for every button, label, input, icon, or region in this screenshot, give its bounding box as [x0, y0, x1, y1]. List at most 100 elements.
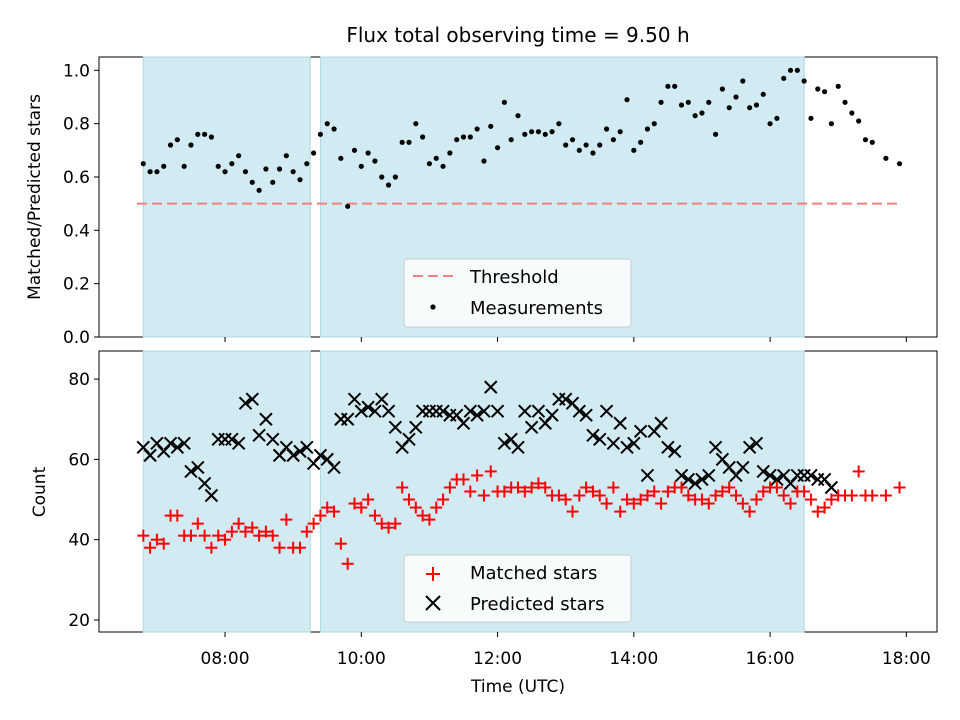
measurement-point	[542, 131, 548, 137]
y-tick-label: 0.0	[63, 328, 90, 348]
matched-point	[368, 509, 381, 522]
predicted-point	[613, 416, 627, 430]
measurement-point	[413, 121, 419, 127]
measurement-point	[454, 137, 460, 143]
y-tick-label: 60	[68, 450, 90, 470]
measurement-point	[529, 129, 535, 135]
y-tick-label: 80	[68, 370, 90, 390]
matched-point	[750, 493, 763, 506]
measurement-point	[345, 203, 351, 209]
predicted-point	[347, 392, 362, 406]
measurement-point	[317, 131, 324, 137]
predicted-point	[654, 416, 668, 430]
matched-point	[273, 541, 286, 554]
measurement-point	[420, 134, 426, 140]
predicted-point	[524, 420, 539, 434]
matched-point	[723, 481, 736, 494]
measurement-point	[631, 147, 637, 153]
predicted-point	[381, 404, 396, 418]
measurement-point	[406, 139, 412, 145]
matched-point	[566, 505, 579, 518]
matched-point	[709, 489, 722, 502]
predicted-point	[197, 476, 212, 491]
matched-point	[321, 501, 334, 514]
measurement-point	[856, 118, 862, 124]
y-tick-label: 40	[68, 531, 90, 551]
predicted-point	[599, 404, 614, 418]
measurement-point	[835, 83, 841, 89]
matched-point	[607, 481, 620, 494]
measurement-point	[699, 110, 705, 116]
measurement-point	[494, 145, 501, 151]
measurement-point	[624, 97, 630, 103]
predicted-point	[606, 436, 621, 451]
matched-point	[614, 505, 627, 518]
matched-point	[716, 485, 729, 498]
matched-point	[730, 489, 743, 502]
matched-point	[232, 517, 245, 530]
measurement-point	[672, 83, 678, 89]
observing-window-1	[142, 56, 311, 338]
matched-point	[416, 509, 429, 522]
measurement-point	[760, 91, 766, 97]
measurement-point	[556, 121, 562, 127]
measurement-point	[685, 99, 691, 105]
predicted-point	[293, 444, 307, 459]
x-tick-label: 16:00	[746, 649, 795, 669]
measurement-point	[460, 134, 467, 140]
predicted-point	[640, 468, 655, 483]
matched-point	[239, 525, 252, 538]
legend-threshold-label: Threshold	[469, 267, 559, 288]
matched-point	[702, 497, 715, 510]
measurement-point	[726, 105, 732, 111]
predicted-point	[708, 440, 723, 455]
predicted-point	[688, 476, 702, 491]
predicted-point	[763, 468, 777, 483]
matched-point	[484, 465, 497, 478]
legend-matched-swatch	[426, 567, 440, 581]
matched-point	[512, 481, 524, 494]
measurement-point	[665, 83, 671, 89]
matched-point	[893, 481, 906, 494]
measurement-point	[781, 75, 787, 81]
measurement-point	[706, 99, 712, 105]
matched-point	[627, 497, 640, 510]
predicted-point	[531, 404, 546, 418]
measurement-point	[583, 142, 589, 148]
legend-measurements-label: Measurements	[470, 298, 603, 319]
matched-point	[879, 489, 892, 502]
matched-point	[825, 493, 838, 506]
predicted-point	[409, 420, 423, 434]
matched-point	[205, 541, 218, 554]
measurement-point	[808, 115, 814, 121]
matched-point	[559, 493, 572, 506]
predicted-point	[511, 440, 525, 455]
bottom-panel-ylabel: Count	[30, 466, 50, 517]
x-tick-label: 12:00	[473, 649, 522, 669]
measurement-point	[256, 187, 262, 193]
measurement-point	[467, 134, 473, 140]
measurement-point	[140, 161, 146, 167]
matched-point	[648, 485, 661, 498]
measurement-point	[447, 150, 453, 156]
matched-point	[852, 465, 865, 478]
predicted-point	[804, 468, 818, 483]
matched-point	[471, 469, 484, 482]
measurement-point	[304, 161, 310, 167]
matched-point	[655, 497, 668, 510]
predicted-point	[824, 480, 839, 495]
measurement-point	[324, 121, 330, 127]
predicted-point	[225, 432, 239, 447]
top-legend-box	[403, 258, 632, 328]
predicted-point	[579, 408, 593, 422]
matched-point	[191, 517, 204, 530]
predicted-point	[518, 404, 532, 418]
measurement-point	[821, 89, 828, 95]
x-tick-labels: 08:00 10:00 12:00 14:00 16:00 18:00	[201, 649, 931, 669]
predicted-point	[490, 404, 505, 418]
measurement-point	[379, 174, 385, 180]
measurement-point	[242, 169, 249, 175]
measurement-point	[828, 121, 834, 127]
matched-point	[293, 541, 306, 554]
matched-point	[811, 505, 824, 518]
